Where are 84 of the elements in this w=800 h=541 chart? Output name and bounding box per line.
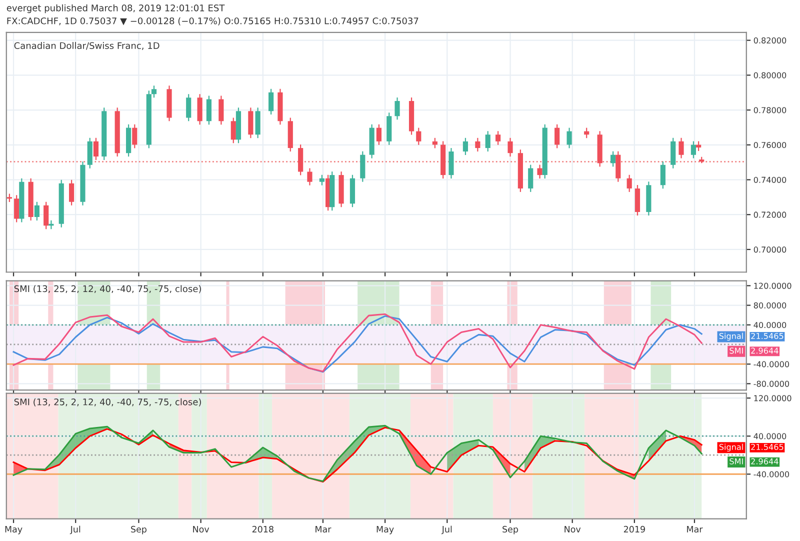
text: Canadian Dollar/Swiss Franc, 1D <box>14 42 160 50</box>
candlestick <box>584 127 590 139</box>
candlestick <box>218 95 224 126</box>
x-tick-label: Sep <box>131 526 146 534</box>
candlestick <box>528 164 534 192</box>
y-tick-label: 0.74000 <box>754 176 786 183</box>
y-tick-label: 80.0000 <box>754 302 786 308</box>
candlestick <box>93 137 99 161</box>
candlestick <box>610 150 616 168</box>
x-tick-label: 2018 <box>252 526 274 533</box>
candlestick <box>566 127 572 149</box>
candlestick <box>230 117 236 144</box>
text: SMI (13, 25, 2, 12, 40, -40, 75, -75, close) <box>14 398 201 406</box>
candlestick <box>132 124 138 149</box>
candlestick <box>255 107 260 139</box>
candlestick <box>360 150 366 182</box>
candlestick <box>87 137 92 169</box>
legend-label: SMI <box>730 348 743 354</box>
candlestick <box>298 144 304 176</box>
candlestick <box>495 130 501 146</box>
candlestick <box>554 124 560 149</box>
candlestick <box>475 137 480 152</box>
candlestick <box>319 174 324 186</box>
candlestick <box>307 168 312 186</box>
candlestick <box>248 107 254 139</box>
legend-label: SMI <box>730 458 743 464</box>
y-tick-label: -80.0000 <box>754 380 790 387</box>
y-tick-label: 0.80000 <box>754 72 786 78</box>
text: 21.5465 <box>751 332 784 340</box>
y-tick-label: 120.0000 <box>754 395 792 402</box>
candlestick <box>44 201 49 230</box>
candlestick <box>197 94 202 126</box>
chart-title: SMI (13, 25, 2, 12, 40, -40, 75, -75, close) <box>14 285 201 294</box>
candlestick <box>670 137 676 169</box>
x-tick-label: Mar <box>316 526 332 533</box>
candlestick <box>462 137 468 156</box>
candlestick <box>537 164 542 180</box>
x-tick-label: Jul <box>441 526 452 534</box>
candlestick <box>34 201 40 222</box>
candlestick <box>376 124 382 146</box>
x-tick-label: Jul <box>70 526 80 534</box>
candlestick <box>690 140 696 159</box>
y-tick-label: 120.0000 <box>754 282 792 289</box>
candlestick <box>616 150 621 182</box>
text: FX:CADCHF, 1D 0.75037 ▼ −0.00128 (−0.17%) O:0.75165 H:0.75310 L:0.74957 C:0.75037 <box>7 17 418 26</box>
x-tick-label: May <box>376 526 394 534</box>
x-tick-label: Sep <box>502 526 518 534</box>
candlestick <box>660 160 666 190</box>
candlestick <box>696 140 702 152</box>
candlestick <box>626 174 632 192</box>
legend-label: Signal <box>719 332 743 341</box>
x-tick-label: 2019 <box>624 526 645 533</box>
y-tick-label: -40.0000 <box>754 361 790 368</box>
x-tick-label: May <box>5 526 22 534</box>
candlestick <box>508 137 513 158</box>
x-tick-label: Mar <box>687 526 703 533</box>
x-tick-label: Nov <box>564 526 581 533</box>
candlestick <box>485 130 490 152</box>
text: 21.5465 <box>751 444 784 450</box>
y-tick-label: 0.78000 <box>754 107 786 114</box>
candlestick <box>394 96 400 120</box>
text: 2.9644 <box>751 348 778 354</box>
candlestick <box>634 184 640 216</box>
candlestick <box>151 85 157 98</box>
candlestick <box>678 137 684 159</box>
y-tick-label: 0.82000 <box>754 37 786 44</box>
y-tick-label: 0.76000 <box>754 142 786 148</box>
y-tick-label: -40.0000 <box>754 471 790 478</box>
candlestick <box>206 95 212 126</box>
y-tick-label: 0.70000 <box>754 246 786 253</box>
candlestick <box>186 94 192 122</box>
x-tick-label: Nov <box>193 526 210 533</box>
text: everget published March 08, 2019 12:01:01 EST <box>6 4 225 14</box>
y-tick-label: 40.0000 <box>754 322 786 328</box>
legend-label: Signal <box>719 444 743 452</box>
y-tick-label: 40.0000 <box>754 433 786 440</box>
candlestick <box>448 147 454 180</box>
candlestick <box>69 179 74 206</box>
text: 2.9644 <box>751 458 778 464</box>
candlestick <box>432 137 438 149</box>
candlestick <box>416 127 422 146</box>
candlestick <box>14 194 20 223</box>
y-tick-label: 0.72000 <box>754 212 786 218</box>
candlestick <box>268 88 274 116</box>
